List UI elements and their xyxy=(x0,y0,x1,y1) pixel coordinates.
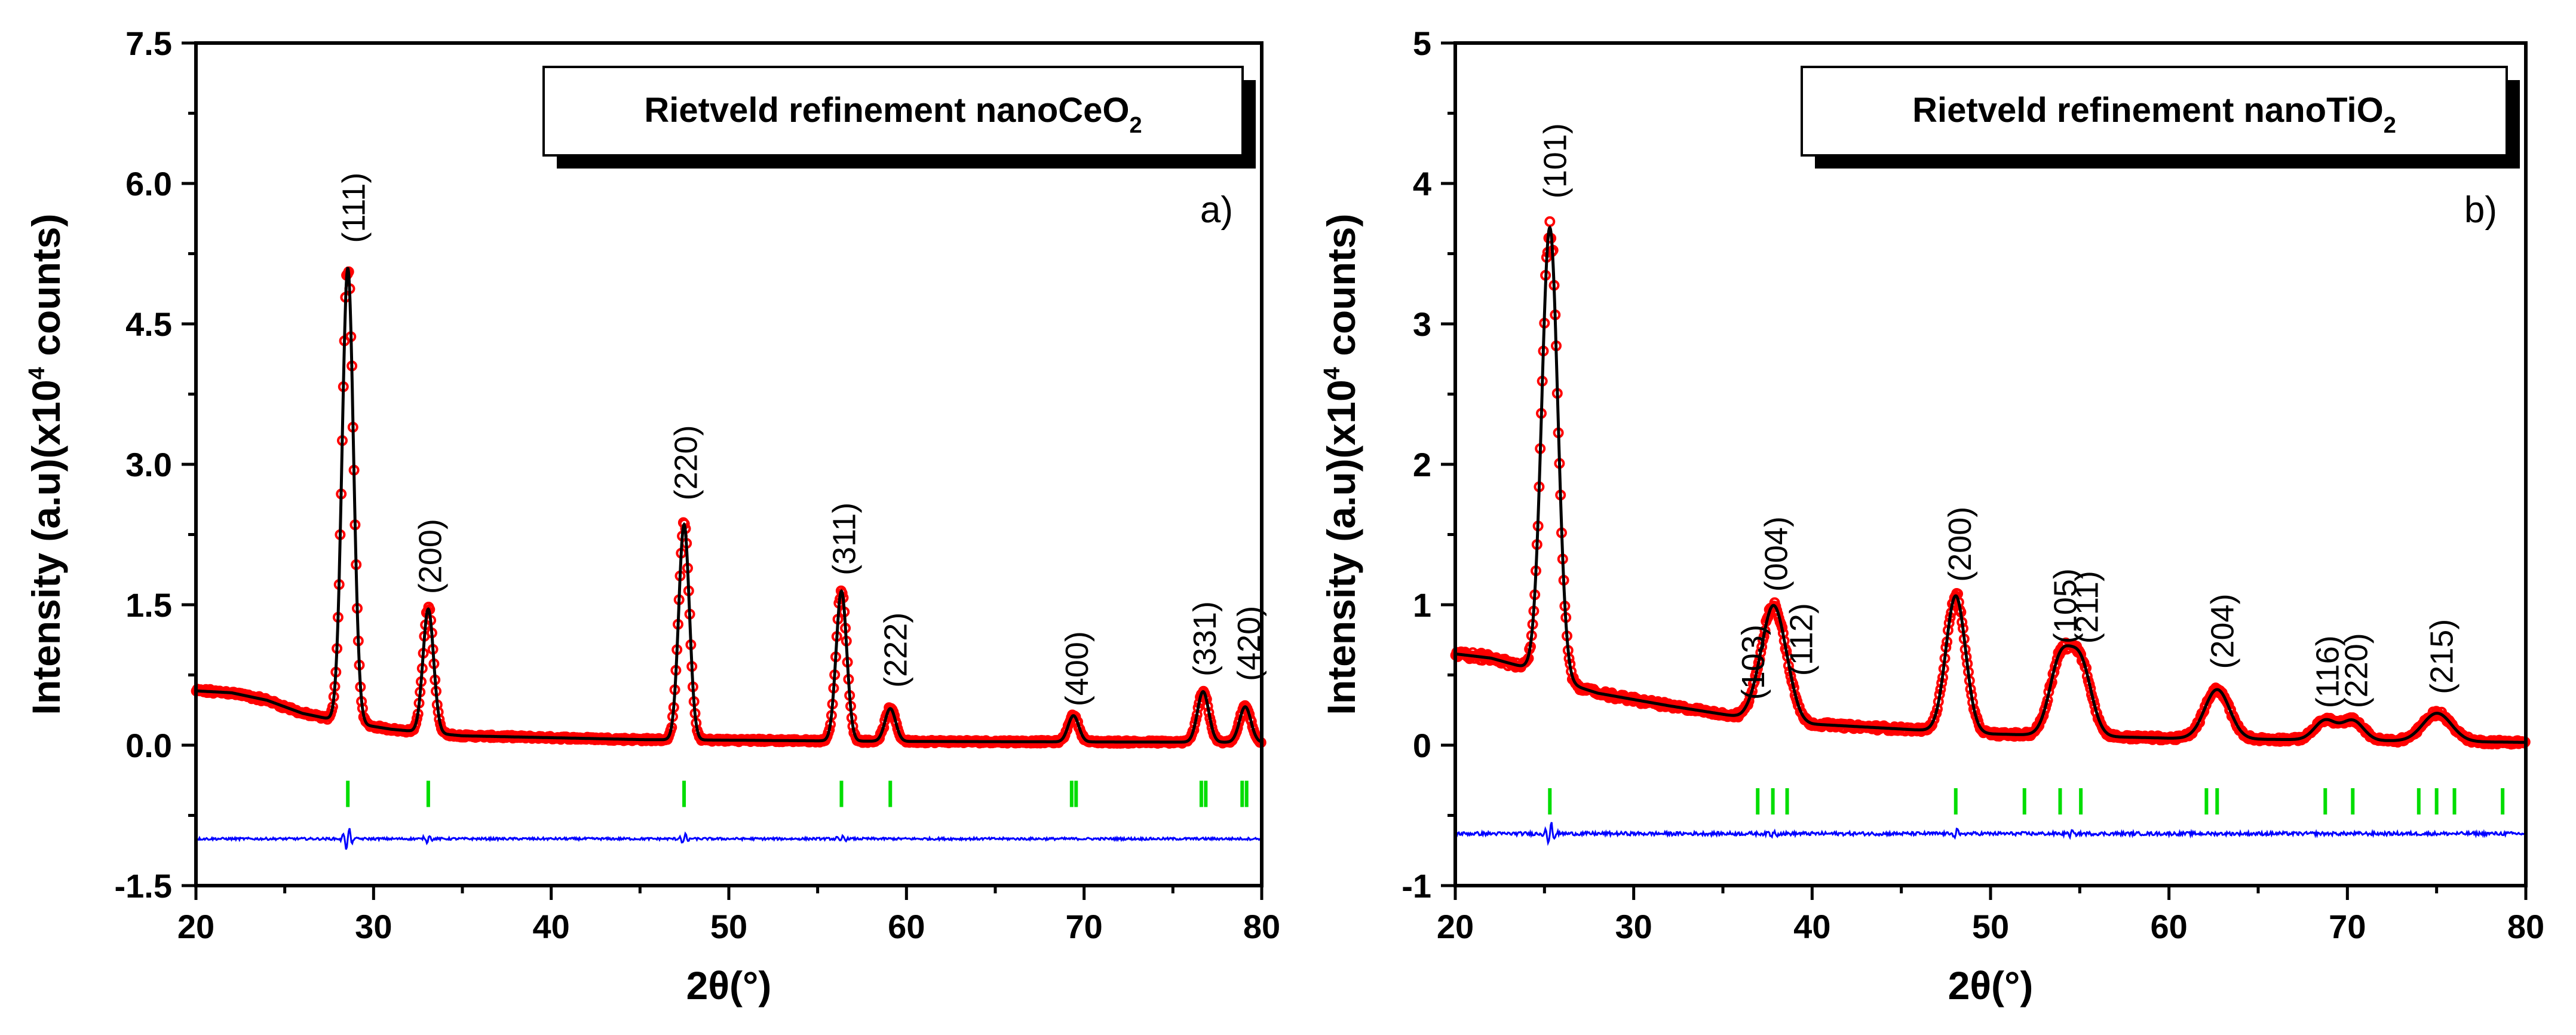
peak-label: (116) xyxy=(2310,635,2345,708)
peak-label: (220) xyxy=(668,425,704,500)
panel-tag: a) xyxy=(1200,189,1233,231)
y-tick-label: -1 xyxy=(1402,867,1431,905)
x-axis xyxy=(194,886,1264,900)
x-tick-label: 30 xyxy=(1615,908,1652,945)
chart-title-main: Rietveld refinement nanoCeO xyxy=(644,91,1129,130)
panel-b: 20 30 40 50 60 70 80 -1 0 1 2 3 4 5 2θ(°) Intensity (a.… xyxy=(1319,25,2544,1008)
y-tick-label: 3.0 xyxy=(125,446,172,483)
panel-a: 20 30 40 50 60 70 80 -1.5 0.0 1.5 3.0 4.5 6.0 7.5 2θ(°… xyxy=(24,25,1280,1008)
x-tick-label: 50 xyxy=(1972,908,2009,945)
y-axis-title-superscript: 4 xyxy=(24,367,50,379)
y-tick-label: 4 xyxy=(1413,165,1431,203)
observed-series xyxy=(191,266,1266,749)
y-tick-label: 4.5 xyxy=(125,305,172,343)
y-tick-label: 2 xyxy=(1413,446,1431,483)
x-tick-label: 20 xyxy=(1437,908,1474,945)
title-box xyxy=(542,66,1244,157)
x-tick-label: 80 xyxy=(1243,908,1280,945)
peak-label: (105) xyxy=(2047,568,2083,644)
peak-label: (420) xyxy=(1231,606,1267,681)
peak-label: (103) xyxy=(1735,624,1771,700)
y-tick-label: -1.5 xyxy=(115,867,173,905)
x-tick-label: 70 xyxy=(1066,908,1103,945)
difference-line xyxy=(1455,822,2527,846)
observed-point xyxy=(1544,216,1556,227)
plot-frame xyxy=(194,41,1264,887)
chart-title-subscript: 2 xyxy=(2384,113,2396,138)
y-axis-title: Intensity (a.u)(x104 counts) xyxy=(1319,214,1363,715)
x-tick-label: 40 xyxy=(533,908,570,945)
y-axis-title-tail: counts) xyxy=(1319,214,1363,368)
peak-label: (112) xyxy=(1783,603,1819,676)
y-tick-label: 5 xyxy=(1413,25,1431,62)
chart-title-subscript: 2 xyxy=(1130,113,1142,138)
y-axis xyxy=(1441,41,1455,887)
panel-tag: b) xyxy=(2464,189,2497,231)
peak-label: (101) xyxy=(1537,123,1573,198)
peak-label: (331) xyxy=(1187,601,1223,676)
x-tick-label: 80 xyxy=(2507,908,2544,945)
peak-label: (311) xyxy=(826,503,862,575)
peak-label: (222) xyxy=(878,613,913,688)
chart-title: Rietveld refinement nanoCeO2 xyxy=(644,91,1142,138)
calculated-line xyxy=(1455,225,2526,744)
bragg-positions xyxy=(346,780,1249,807)
peak-label: (111) xyxy=(336,173,372,243)
x-tick-label: 60 xyxy=(2151,908,2188,945)
chart-title-main: Rietveld refinement nanoTiO xyxy=(1912,91,2384,130)
y-axis-title-superscript: 4 xyxy=(1320,367,1345,379)
difference-line xyxy=(195,828,1263,850)
peak-label: (211) xyxy=(2069,571,2105,644)
plot-frame xyxy=(1453,41,2528,887)
title-box xyxy=(1801,66,2508,157)
y-axis-title-main: Intensity (a.u)(x10 xyxy=(1319,379,1363,715)
peak-label: (204) xyxy=(2204,593,2240,669)
y-axis-title-tail: counts) xyxy=(24,214,68,368)
calculated-line xyxy=(195,267,1262,744)
x-tick-label: 70 xyxy=(2329,908,2366,945)
x-tick-label: 60 xyxy=(888,908,925,945)
y-tick-label: 0.0 xyxy=(125,727,172,764)
peak-label: (220) xyxy=(2338,633,2374,708)
bragg-positions xyxy=(1548,788,2505,814)
peak-label: (004) xyxy=(1759,516,1795,592)
x-tick-label: 30 xyxy=(355,908,392,945)
chart-title: Rietveld refinement nanoTiO2 xyxy=(1912,91,2396,138)
peak-label: (215) xyxy=(2424,619,2460,694)
peak-label: (200) xyxy=(412,519,448,594)
x-tick-label: 50 xyxy=(710,908,747,945)
y-axis xyxy=(182,41,196,887)
y-axis-title-main: Intensity (a.u)(x10 xyxy=(24,379,68,715)
peak-label: (200) xyxy=(1942,507,1978,582)
y-axis-title: Intensity (a.u)(x104 counts) xyxy=(24,214,68,715)
peak-label: (400) xyxy=(1059,631,1095,706)
x-axis xyxy=(1453,886,2528,900)
x-tick-label: 40 xyxy=(1793,908,1830,945)
x-tick-label: 20 xyxy=(177,908,214,945)
y-tick-label: 0 xyxy=(1413,727,1431,764)
y-tick-label: 6.0 xyxy=(125,165,172,203)
x-axis-title: 2θ(°) xyxy=(1948,963,2034,1008)
y-tick-label: 3 xyxy=(1413,305,1431,343)
y-tick-label: 1.5 xyxy=(125,586,172,624)
y-tick-label: 7.5 xyxy=(125,25,172,62)
x-axis-title: 2θ(°) xyxy=(686,963,772,1008)
y-tick-label: 1 xyxy=(1413,586,1431,624)
